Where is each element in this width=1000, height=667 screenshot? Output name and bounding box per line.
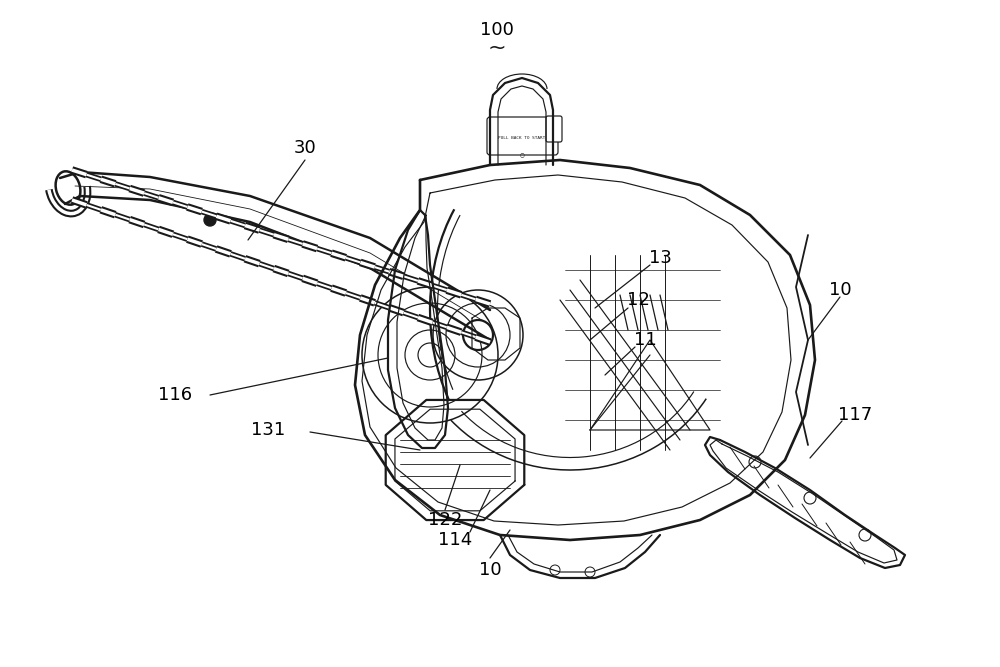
- Circle shape: [204, 214, 216, 226]
- Text: 11: 11: [634, 331, 656, 349]
- Text: 12: 12: [627, 291, 649, 309]
- Text: ~: ~: [488, 38, 506, 58]
- Text: 122: 122: [428, 511, 462, 529]
- Text: 131: 131: [251, 421, 285, 439]
- Text: 30: 30: [294, 139, 316, 157]
- FancyBboxPatch shape: [546, 116, 562, 142]
- Text: 117: 117: [838, 406, 872, 424]
- Text: PULL BACK TO START: PULL BACK TO START: [498, 136, 546, 140]
- Text: 10: 10: [479, 561, 501, 579]
- Text: 10: 10: [829, 281, 851, 299]
- Text: 13: 13: [649, 249, 671, 267]
- Text: 116: 116: [158, 386, 192, 404]
- Text: 100: 100: [480, 21, 514, 39]
- FancyBboxPatch shape: [487, 117, 558, 155]
- Text: ○: ○: [520, 153, 524, 157]
- Text: 114: 114: [438, 531, 472, 549]
